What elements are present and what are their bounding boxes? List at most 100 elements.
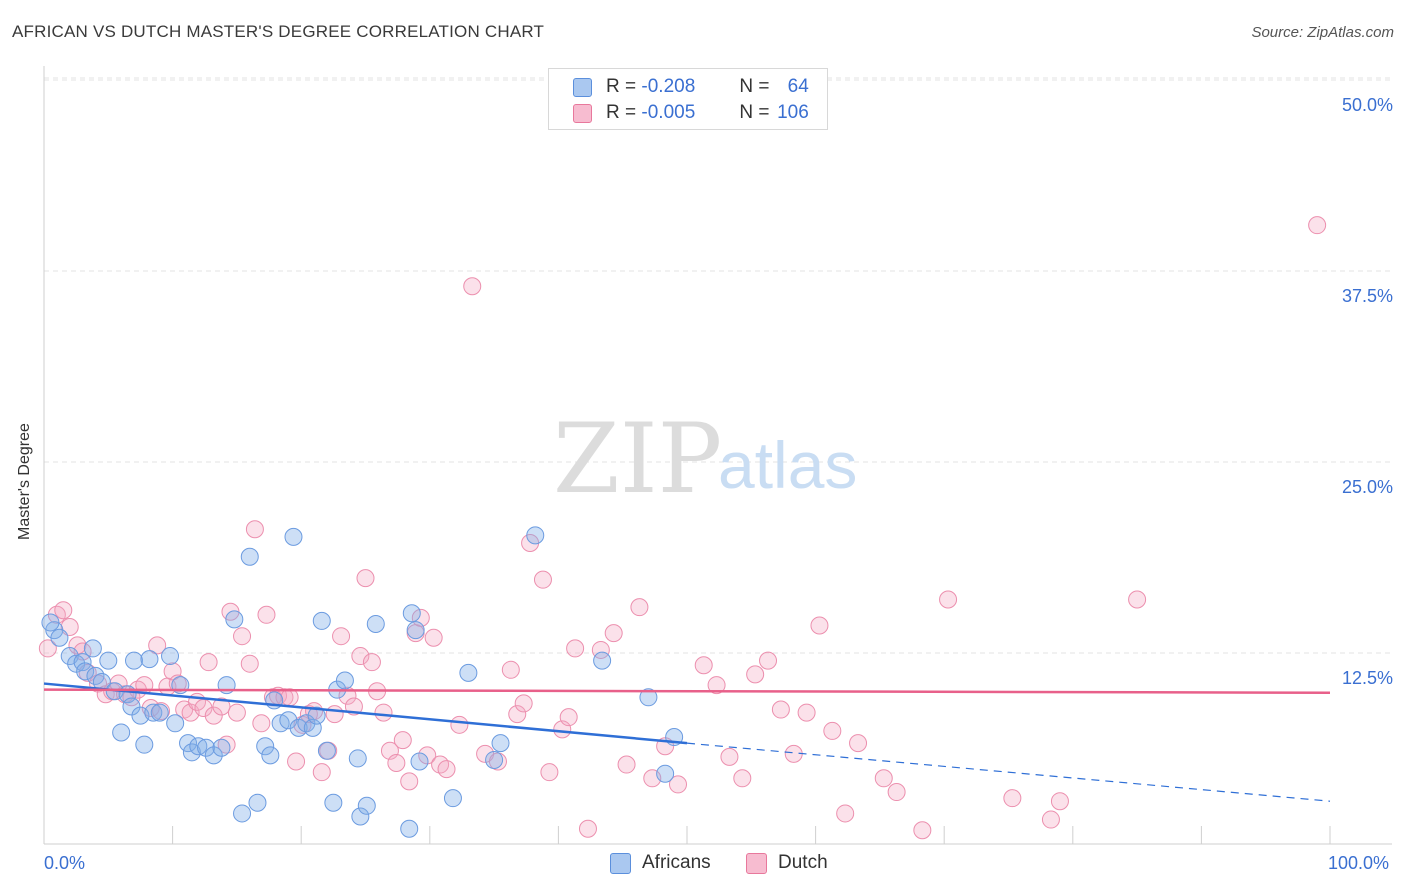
africans-point [197, 738, 216, 757]
dutch-point [227, 703, 246, 722]
africans-point [150, 703, 169, 722]
africans-point [225, 610, 244, 629]
dutch-point [245, 520, 264, 539]
dutch-point [450, 715, 469, 734]
x-axis-max-label: 100.0% [1328, 853, 1390, 873]
africans-point [485, 750, 504, 769]
dutch-point [694, 656, 713, 675]
africans-point [135, 735, 154, 754]
dutch-point [1308, 216, 1327, 235]
dutch-point [351, 647, 370, 666]
dutch-point [630, 598, 649, 617]
dutch-point [849, 734, 868, 753]
dutch-point [668, 775, 687, 794]
africans-point [400, 819, 419, 838]
legend-r-value-dutch: -0.005 [641, 102, 696, 123]
africans-point [317, 741, 336, 760]
africans-point [297, 714, 316, 733]
africans-trend-extension [686, 742, 1331, 802]
dutch-point [212, 697, 231, 716]
legend-swatch-africans [573, 77, 592, 97]
africans-point [212, 738, 231, 757]
africans-point [179, 734, 198, 753]
africans-point [526, 526, 545, 545]
dutch-point [38, 639, 57, 658]
legend-r-value-africans: -0.208 [641, 76, 696, 97]
dutch-point [393, 731, 412, 750]
legend-n-value-africans: 64 [787, 76, 809, 97]
legend-n-label: N = [739, 76, 770, 97]
africans-point [144, 703, 163, 722]
dutch-point [374, 703, 393, 722]
africans-point [233, 804, 252, 823]
bottom-legend-africans: Africans [610, 852, 711, 874]
dutch-point [400, 772, 419, 791]
dutch-point [707, 676, 726, 695]
africans-point [402, 604, 421, 623]
africans-point [307, 706, 326, 725]
dutch-point [431, 755, 450, 774]
dutch-point [874, 769, 893, 788]
y-axis-label: Master's Degree [16, 423, 33, 540]
africans-point [656, 764, 675, 783]
chart-title: AFRICAN VS DUTCH MASTER'S DEGREE CORRELA… [12, 22, 545, 41]
dutch-point [746, 665, 765, 684]
dutch-point [836, 804, 855, 823]
watermark-atlas: atlas [718, 428, 857, 502]
legend-r-label: R = [606, 76, 637, 97]
dutch-point [199, 653, 218, 672]
africans-point [639, 688, 658, 707]
africans-point [41, 613, 60, 632]
africans-point [50, 628, 69, 647]
bottom-legend-swatch-africans [610, 852, 631, 874]
africans-point [303, 718, 322, 737]
africans-point [335, 671, 354, 690]
dutch-point [1003, 789, 1022, 808]
dutch-point [437, 760, 456, 779]
africans-point [256, 737, 275, 756]
dutch-point [508, 705, 527, 724]
dutch-point [939, 590, 958, 609]
dutch-point [463, 277, 482, 296]
legend-row-dutch: R = -0.005 N = 106 [573, 101, 809, 125]
dutch-point [540, 763, 559, 782]
africans-point [240, 547, 259, 566]
dutch-point [566, 639, 585, 658]
africans-point [357, 796, 376, 815]
africans-point [312, 611, 331, 630]
africans-point [410, 752, 429, 771]
dutch-point [604, 624, 623, 643]
y-tick-label: 50.0% [1342, 95, 1393, 115]
dutch-point [356, 569, 375, 588]
bottom-legend-label-dutch: Dutch [778, 852, 828, 873]
africans-point [76, 662, 95, 681]
dutch-point [204, 706, 223, 725]
dutch-point [617, 755, 636, 774]
legend-n-value-dutch: 106 [777, 102, 809, 123]
dutch-point [578, 819, 597, 838]
africans-trend-line [43, 682, 688, 745]
africans-point [459, 663, 478, 682]
africans-point [351, 807, 370, 826]
africans-point [491, 734, 510, 753]
africans-point [406, 621, 425, 640]
bottom-legend-label-africans: Africans [642, 852, 711, 873]
dutch-trend-line [43, 688, 1331, 694]
dutch-point [887, 783, 906, 802]
dutch-point [325, 705, 344, 724]
dutch-point [559, 708, 578, 727]
dutch-point [823, 721, 842, 740]
dutch-point [387, 754, 406, 773]
legend-swatch-dutch [573, 103, 592, 123]
africans-point [324, 793, 343, 812]
dutch-point [148, 636, 167, 655]
dutch-point [533, 570, 552, 589]
africans-point [248, 793, 267, 812]
watermark-zip: ZIP [553, 403, 722, 515]
africans-point [125, 651, 144, 670]
dutch-point [720, 747, 739, 766]
dutch-point [287, 752, 306, 771]
y-tick-label: 12.5% [1342, 668, 1393, 688]
dutch-point [1128, 590, 1147, 609]
